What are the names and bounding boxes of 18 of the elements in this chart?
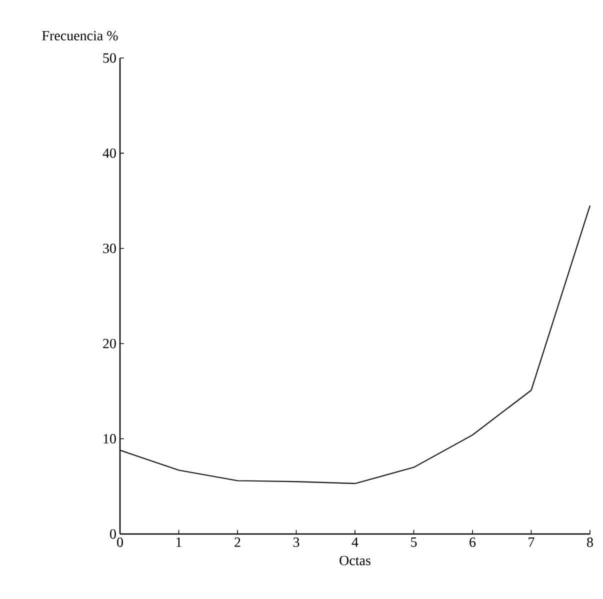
y-tick-label: 40 [102, 148, 116, 158]
x-axis-title: Octas [340, 556, 370, 566]
x-tick-label: 7 [528, 538, 534, 547]
x-tick-label: 5 [411, 538, 417, 547]
x-tick-label: 0 [117, 538, 123, 547]
line-series [119, 204, 591, 484]
y-tick-label: 20 [103, 338, 116, 348]
y-tick-label: 50 [103, 53, 116, 63]
x-tick-label: 8 [587, 538, 593, 547]
x-tick-label: 1 [176, 538, 182, 547]
y-tick-label: 30 [103, 244, 116, 254]
y-tick-label: 10 [104, 434, 116, 444]
x-tick-label: 6 [470, 538, 476, 547]
x-tick-label: 2 [234, 538, 240, 547]
x-tick-label: 3 [293, 538, 300, 547]
y-tick-label: 0 [110, 529, 116, 539]
y-axis-title: Frecuencia % [42, 30, 118, 40]
x-tick-label: 4 [352, 538, 358, 547]
